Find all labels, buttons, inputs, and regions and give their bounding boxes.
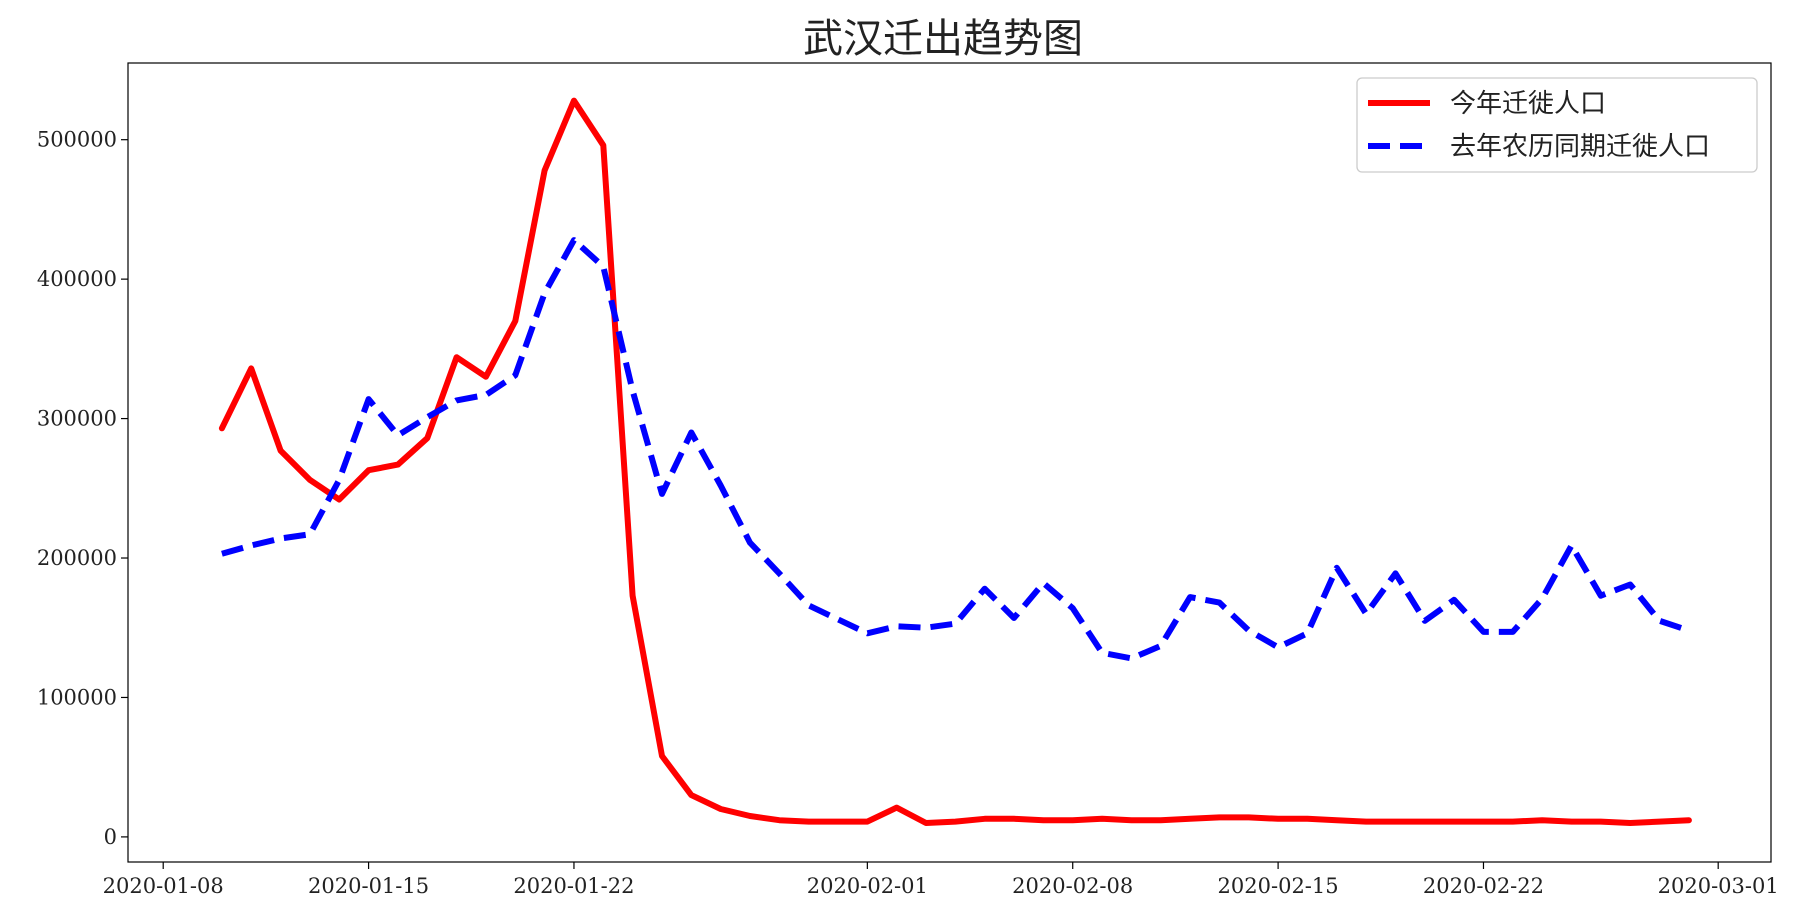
x-tick-label: 2020-01-22 [513, 874, 634, 898]
y-axis: 0 100000 200000 300000 400000 500000 [37, 128, 128, 849]
x-tick-label: 2020-03-01 [1658, 874, 1779, 898]
series-line-last-year [221, 237, 1690, 662]
y-tick-label: 200000 [37, 546, 117, 570]
x-axis: 2020-01-08 2020-01-15 2020-01-22 2020-02-01… [103, 862, 1779, 898]
y-tick-label: 500000 [37, 128, 117, 152]
y-tick-label: 400000 [37, 267, 117, 291]
y-tick-label: 100000 [37, 685, 117, 709]
x-tick-label: 2020-02-01 [807, 874, 928, 898]
legend-box [1356, 77, 1758, 173]
x-tick-label: 2020-02-15 [1218, 874, 1339, 898]
y-tick-label: 0 [104, 825, 117, 849]
legend-label-this-year: 今年迁徙人口 [1450, 89, 1606, 119]
chart-title: 武汉迁出趋势图 [803, 16, 1083, 62]
y-tick-label: 300000 [37, 407, 117, 431]
x-tick-label: 2020-01-15 [308, 874, 429, 898]
legend: 今年迁徙人口 去年农历同期迁徙人口 [1356, 77, 1758, 173]
series-line-this-year [218, 97, 1692, 826]
x-tick-label: 2020-02-22 [1423, 874, 1544, 898]
legend-label-last-year: 去年农历同期迁徙人口 [1450, 132, 1710, 162]
series-layer [218, 97, 1692, 826]
plot-frame [127, 62, 1772, 863]
x-tick-label: 2020-01-08 [103, 874, 224, 898]
x-tick-label: 2020-02-08 [1012, 874, 1133, 898]
